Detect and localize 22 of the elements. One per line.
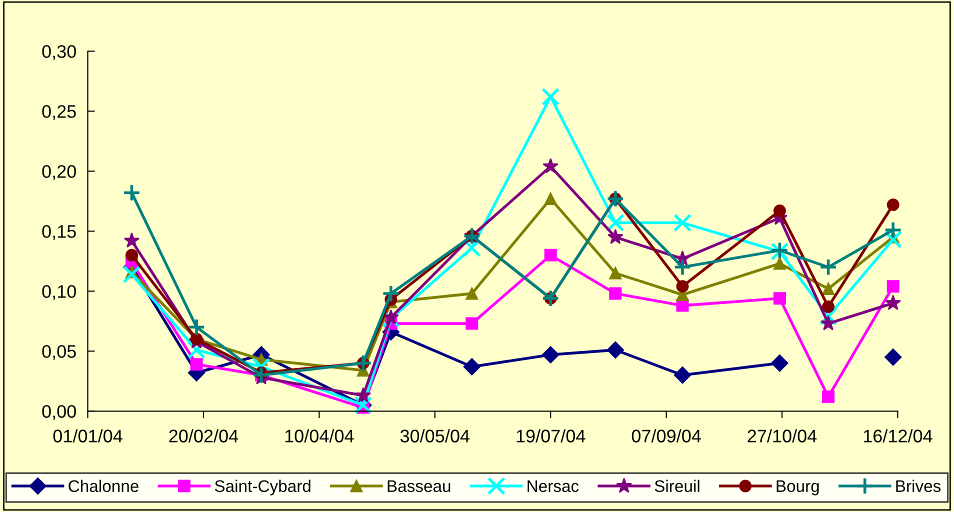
x-tick-label: 07/09/04 xyxy=(632,429,701,442)
legend-label: Sireuil xyxy=(654,480,700,492)
legend-label: Brives xyxy=(896,480,941,492)
x-tick-label: 01/01/04 xyxy=(53,429,122,442)
legend-label: Basseau xyxy=(388,480,450,492)
x-tick-label: 16/12/04 xyxy=(864,429,932,442)
x-tick-label: 30/05/04 xyxy=(400,429,470,442)
y-tick-label: 0,30 xyxy=(42,45,76,60)
y-tick-label: 0,25 xyxy=(42,105,76,120)
y-tick-label: 0,20 xyxy=(42,165,76,180)
legend-label: Bourg xyxy=(776,480,819,496)
legend-label: Chalonne xyxy=(68,480,138,492)
y-tick-label: 0,00 xyxy=(42,405,76,420)
legend-label: Saint-Cybard xyxy=(214,480,310,496)
x-tick-label: 10/04/04 xyxy=(285,429,354,442)
x-tick-label: 27/10/04 xyxy=(748,429,817,442)
y-tick-label: 0,05 xyxy=(42,345,76,360)
y-tick-label: 0,10 xyxy=(42,285,76,300)
y-tick-label: 0,15 xyxy=(42,225,76,240)
legend-label: Nersac xyxy=(528,480,579,492)
x-tick-label: 20/02/04 xyxy=(169,429,238,442)
x-tick-label: 19/07/04 xyxy=(516,429,586,442)
